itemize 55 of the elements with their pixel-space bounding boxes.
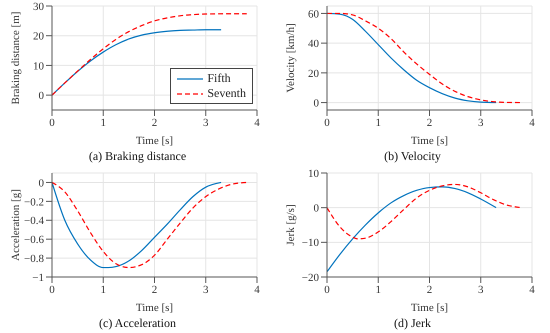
x-tick-label: 1	[376, 116, 381, 129]
line-series	[52, 13, 248, 96]
y-tick-label: −20	[302, 271, 320, 284]
x-tick-label: 3	[203, 283, 209, 296]
x-tick-label: 0	[49, 116, 56, 129]
x-tick-label: 2	[152, 116, 158, 129]
y-axis-title: Velocity [km/h]	[284, 23, 297, 93]
y-axis-title: Jerk [g/s]	[284, 204, 297, 246]
y-tick-label: 10	[308, 167, 320, 180]
y-tick-label: 0	[38, 176, 44, 189]
x-tick-label: 4	[254, 116, 260, 129]
x-tick-label: 0	[324, 116, 330, 129]
y-tick-label: 0	[38, 90, 44, 102]
x-tick-label: 1	[100, 116, 106, 129]
y-tick-label: 20	[308, 68, 320, 80]
y-tick-label: 20	[33, 30, 44, 43]
x-tick-label: 1	[100, 283, 106, 296]
x-tick-label: 4	[529, 283, 536, 296]
text: (a) Braking distance	[88, 149, 188, 164]
x-tick-label: 2	[426, 283, 432, 296]
x-tick-label: 2	[426, 116, 432, 129]
y-tick-label: −0.4	[24, 214, 44, 227]
line-series	[327, 183, 522, 239]
text: (c) Acceleration	[98, 316, 177, 330]
y-tick-label: −0.8	[24, 252, 44, 264]
x-tick-label: 4	[254, 283, 260, 296]
legend-label: Seventh	[207, 86, 246, 101]
y-tick-label: 0	[314, 97, 320, 110]
y-axis-title: Braking distance [m]	[10, 12, 22, 104]
y-tick-label: 40	[308, 38, 320, 50]
y-tick-label: 60	[308, 8, 320, 20]
x-tick-label: 2	[152, 283, 158, 296]
y-tick-label: 30	[33, 0, 44, 13]
x-tick-label: 0	[324, 283, 330, 296]
y-tick-label: 0	[314, 202, 320, 214]
x-tick-label: 3	[203, 116, 209, 129]
legend-label: Fifth	[207, 71, 231, 86]
y-tick-label: −1	[32, 271, 44, 284]
x-tick-label: 1	[376, 283, 381, 296]
x-tick-label: 4	[529, 116, 536, 129]
x-tick-label: 0	[49, 283, 56, 296]
line-series	[327, 186, 497, 272]
y-tick-label: −10	[302, 236, 320, 249]
y-axis-title: Acceleration [g]	[10, 188, 22, 260]
x-axis-title: Time [s]	[136, 302, 174, 314]
text: (b) Velocity	[383, 149, 442, 164]
x-tick-label: 3	[478, 283, 484, 296]
y-tick-label: 10	[33, 60, 44, 72]
x-tick-label: 3	[478, 116, 484, 129]
x-axis-title: Time [s]	[136, 135, 174, 147]
text: (d) Jerk	[393, 316, 432, 330]
y-tick-label: −0.6	[24, 234, 44, 246]
y-tick-label: −0.2	[24, 196, 44, 208]
x-axis-title: Time [s]	[410, 135, 448, 147]
x-axis-title: Time [s]	[410, 302, 448, 314]
